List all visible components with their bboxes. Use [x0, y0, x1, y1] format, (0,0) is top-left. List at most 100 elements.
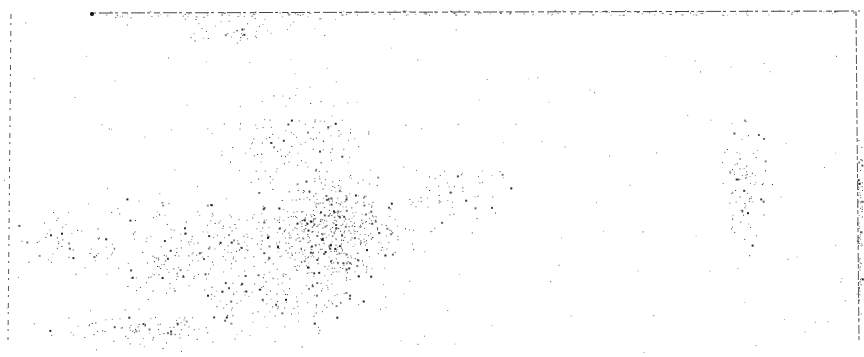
speckle-dot [297, 189, 299, 191]
speckle-dot [327, 198, 330, 201]
speckle-dot [174, 334, 176, 336]
speckle-dot [237, 242, 240, 245]
speckle-dot [110, 254, 112, 256]
speckle-dot [149, 332, 151, 334]
speckle-dot [321, 248, 323, 250]
edge-speck [681, 14, 684, 16]
speckle-dot [184, 317, 186, 319]
speckle-dot [474, 207, 477, 210]
speckle-dot [320, 218, 322, 220]
speckle-dot [230, 216, 232, 218]
speckle-dot [231, 263, 232, 265]
speckle-dot [293, 211, 295, 213]
speckle-dot [424, 251, 426, 253]
speckle-dot [391, 253, 394, 256]
speckle-dot [296, 211, 298, 213]
speckle-dot [354, 244, 356, 246]
speckle-dot [427, 206, 429, 208]
speckle-dot [858, 222, 860, 224]
speckle-dot [238, 170, 240, 172]
speckle-dot [743, 168, 745, 170]
speckle-dot [370, 275, 373, 278]
speckle-dot [374, 220, 377, 223]
speckle-dot [356, 231, 358, 233]
speckle-dot [369, 183, 371, 185]
speckle-dot [330, 125, 332, 127]
speckle-dot [857, 241, 859, 243]
speckle-dot [174, 255, 176, 257]
speckle-dot [348, 226, 350, 228]
speckle-dot [253, 155, 255, 157]
speckle-dot [335, 202, 337, 204]
edge-speck [228, 14, 230, 16]
speckle-dot [262, 277, 264, 279]
speckle-dot [772, 184, 773, 186]
speckle-dot [283, 273, 285, 275]
edge-speck [500, 12, 502, 14]
speckle-dot [431, 231, 433, 233]
speckle-dot [304, 191, 305, 192]
speckle-dot [420, 201, 422, 203]
speckle-dot [300, 261, 302, 263]
speckle-dot [346, 272, 348, 274]
speckle-dot [323, 197, 325, 199]
speckle-dot [858, 186, 860, 188]
speckle-dot [314, 119, 316, 121]
speckle-dot [288, 161, 290, 163]
speckle-dot [296, 217, 298, 219]
speckle-dot [197, 260, 199, 262]
top-edge-line [89, 10, 861, 14]
speckle-dot [225, 259, 227, 261]
speckle-dot [227, 33, 229, 35]
edge-speck [354, 11, 356, 13]
speckle-dot [179, 269, 182, 272]
speckle-dot [134, 231, 136, 233]
speckle-dot [142, 251, 144, 253]
speckle-dot [211, 215, 213, 217]
speckle-dot [323, 252, 326, 255]
edge-speck [150, 11, 152, 13]
speckle-dot [279, 241, 281, 243]
speckle-dot [304, 256, 306, 257]
speckle-dot [858, 161, 861, 164]
speckle-dot [735, 190, 737, 191]
speckle-dot [263, 207, 266, 209]
speckle-dot [294, 227, 296, 229]
speckle-dot [861, 206, 863, 208]
speckle-dot [290, 59, 292, 61]
speckle-dot [240, 37, 242, 39]
speckle-dot [751, 172, 753, 174]
speckle-dot [392, 232, 394, 234]
speckle-dot [495, 212, 496, 214]
speckle-dot [341, 191, 343, 193]
speckle-dot [266, 294, 268, 295]
speckle-dot [237, 30, 238, 32]
edge-speck [279, 12, 281, 14]
edge-speck [477, 13, 479, 15]
edge-speck [184, 13, 186, 15]
speckle-dot [270, 142, 273, 144]
speckle-dot [347, 102, 349, 104]
speckle-dot [304, 141, 306, 143]
speckle-dot [360, 244, 361, 245]
edge-speck [695, 14, 698, 16]
speckle-dot [246, 219, 248, 221]
edge-speck [455, 14, 458, 16]
edge-speck [207, 15, 209, 17]
speckle-dot [307, 236, 309, 237]
speckle-dot [289, 278, 291, 280]
speckle-dot [857, 222, 858, 224]
speckle-dot [295, 239, 297, 241]
speckle-dot [36, 242, 38, 243]
speckle-dot [734, 231, 736, 233]
speckle-dot [219, 220, 221, 222]
speckle-dot [46, 233, 48, 235]
speckle-dot [187, 334, 189, 336]
speckle-dot [372, 215, 373, 217]
speckle-dot [230, 252, 232, 254]
speckle-dot [303, 260, 306, 263]
speckle-dot [321, 233, 324, 236]
speckle-dot [341, 234, 343, 235]
speckle-dot [378, 232, 380, 233]
speckle-dot [858, 188, 860, 190]
